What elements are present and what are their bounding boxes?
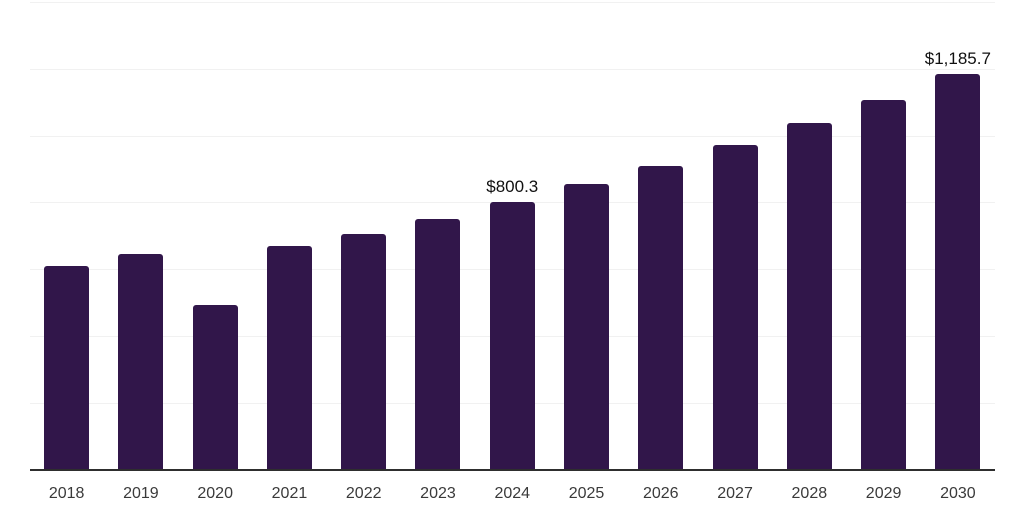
bar-value-label-2024: $800.3 <box>486 177 539 197</box>
x-tick-label-2023: 2023 <box>420 485 456 502</box>
bar-2027 <box>712 145 758 470</box>
x-tick-label-2018: 2018 <box>48 485 85 502</box>
x-tick-label-2025: 2025 <box>568 485 605 502</box>
x-tick-label-2028: 2028 <box>791 485 828 502</box>
x-tick-label-2029: 2029 <box>865 485 902 502</box>
bar-2021 <box>266 246 312 470</box>
bar-2025 <box>564 184 610 470</box>
bar-2022 <box>341 234 387 470</box>
x-tick-label-2024: 2024 <box>494 485 531 502</box>
x-tick-label-2021: 2021 <box>271 485 308 502</box>
gridline-1000 <box>29 135 995 137</box>
bar-2020 <box>192 304 238 470</box>
x-axis-line <box>29 468 995 471</box>
x-tick-label-2027: 2027 <box>717 485 753 502</box>
bar-value-label-2030: $1,185.7 <box>924 48 991 68</box>
bar-2026 <box>638 166 684 470</box>
bar-2018 <box>44 266 90 470</box>
bar-2023 <box>415 219 461 470</box>
x-tick-label-2030: 2030 <box>940 485 976 502</box>
bar-2029 <box>861 99 907 470</box>
x-tick-label-2026: 2026 <box>642 485 679 502</box>
bar-2019 <box>118 254 164 470</box>
bar-2024 <box>489 202 535 470</box>
gridline-1400 <box>29 2 995 3</box>
x-tick-label-2022: 2022 <box>345 485 382 502</box>
bar-2028 <box>786 122 832 470</box>
x-tick-label-2020: 2020 <box>197 485 233 502</box>
gridline-1200 <box>29 68 995 70</box>
x-tick-label-2019: 2019 <box>123 485 159 502</box>
bar-2030 <box>935 73 981 470</box>
